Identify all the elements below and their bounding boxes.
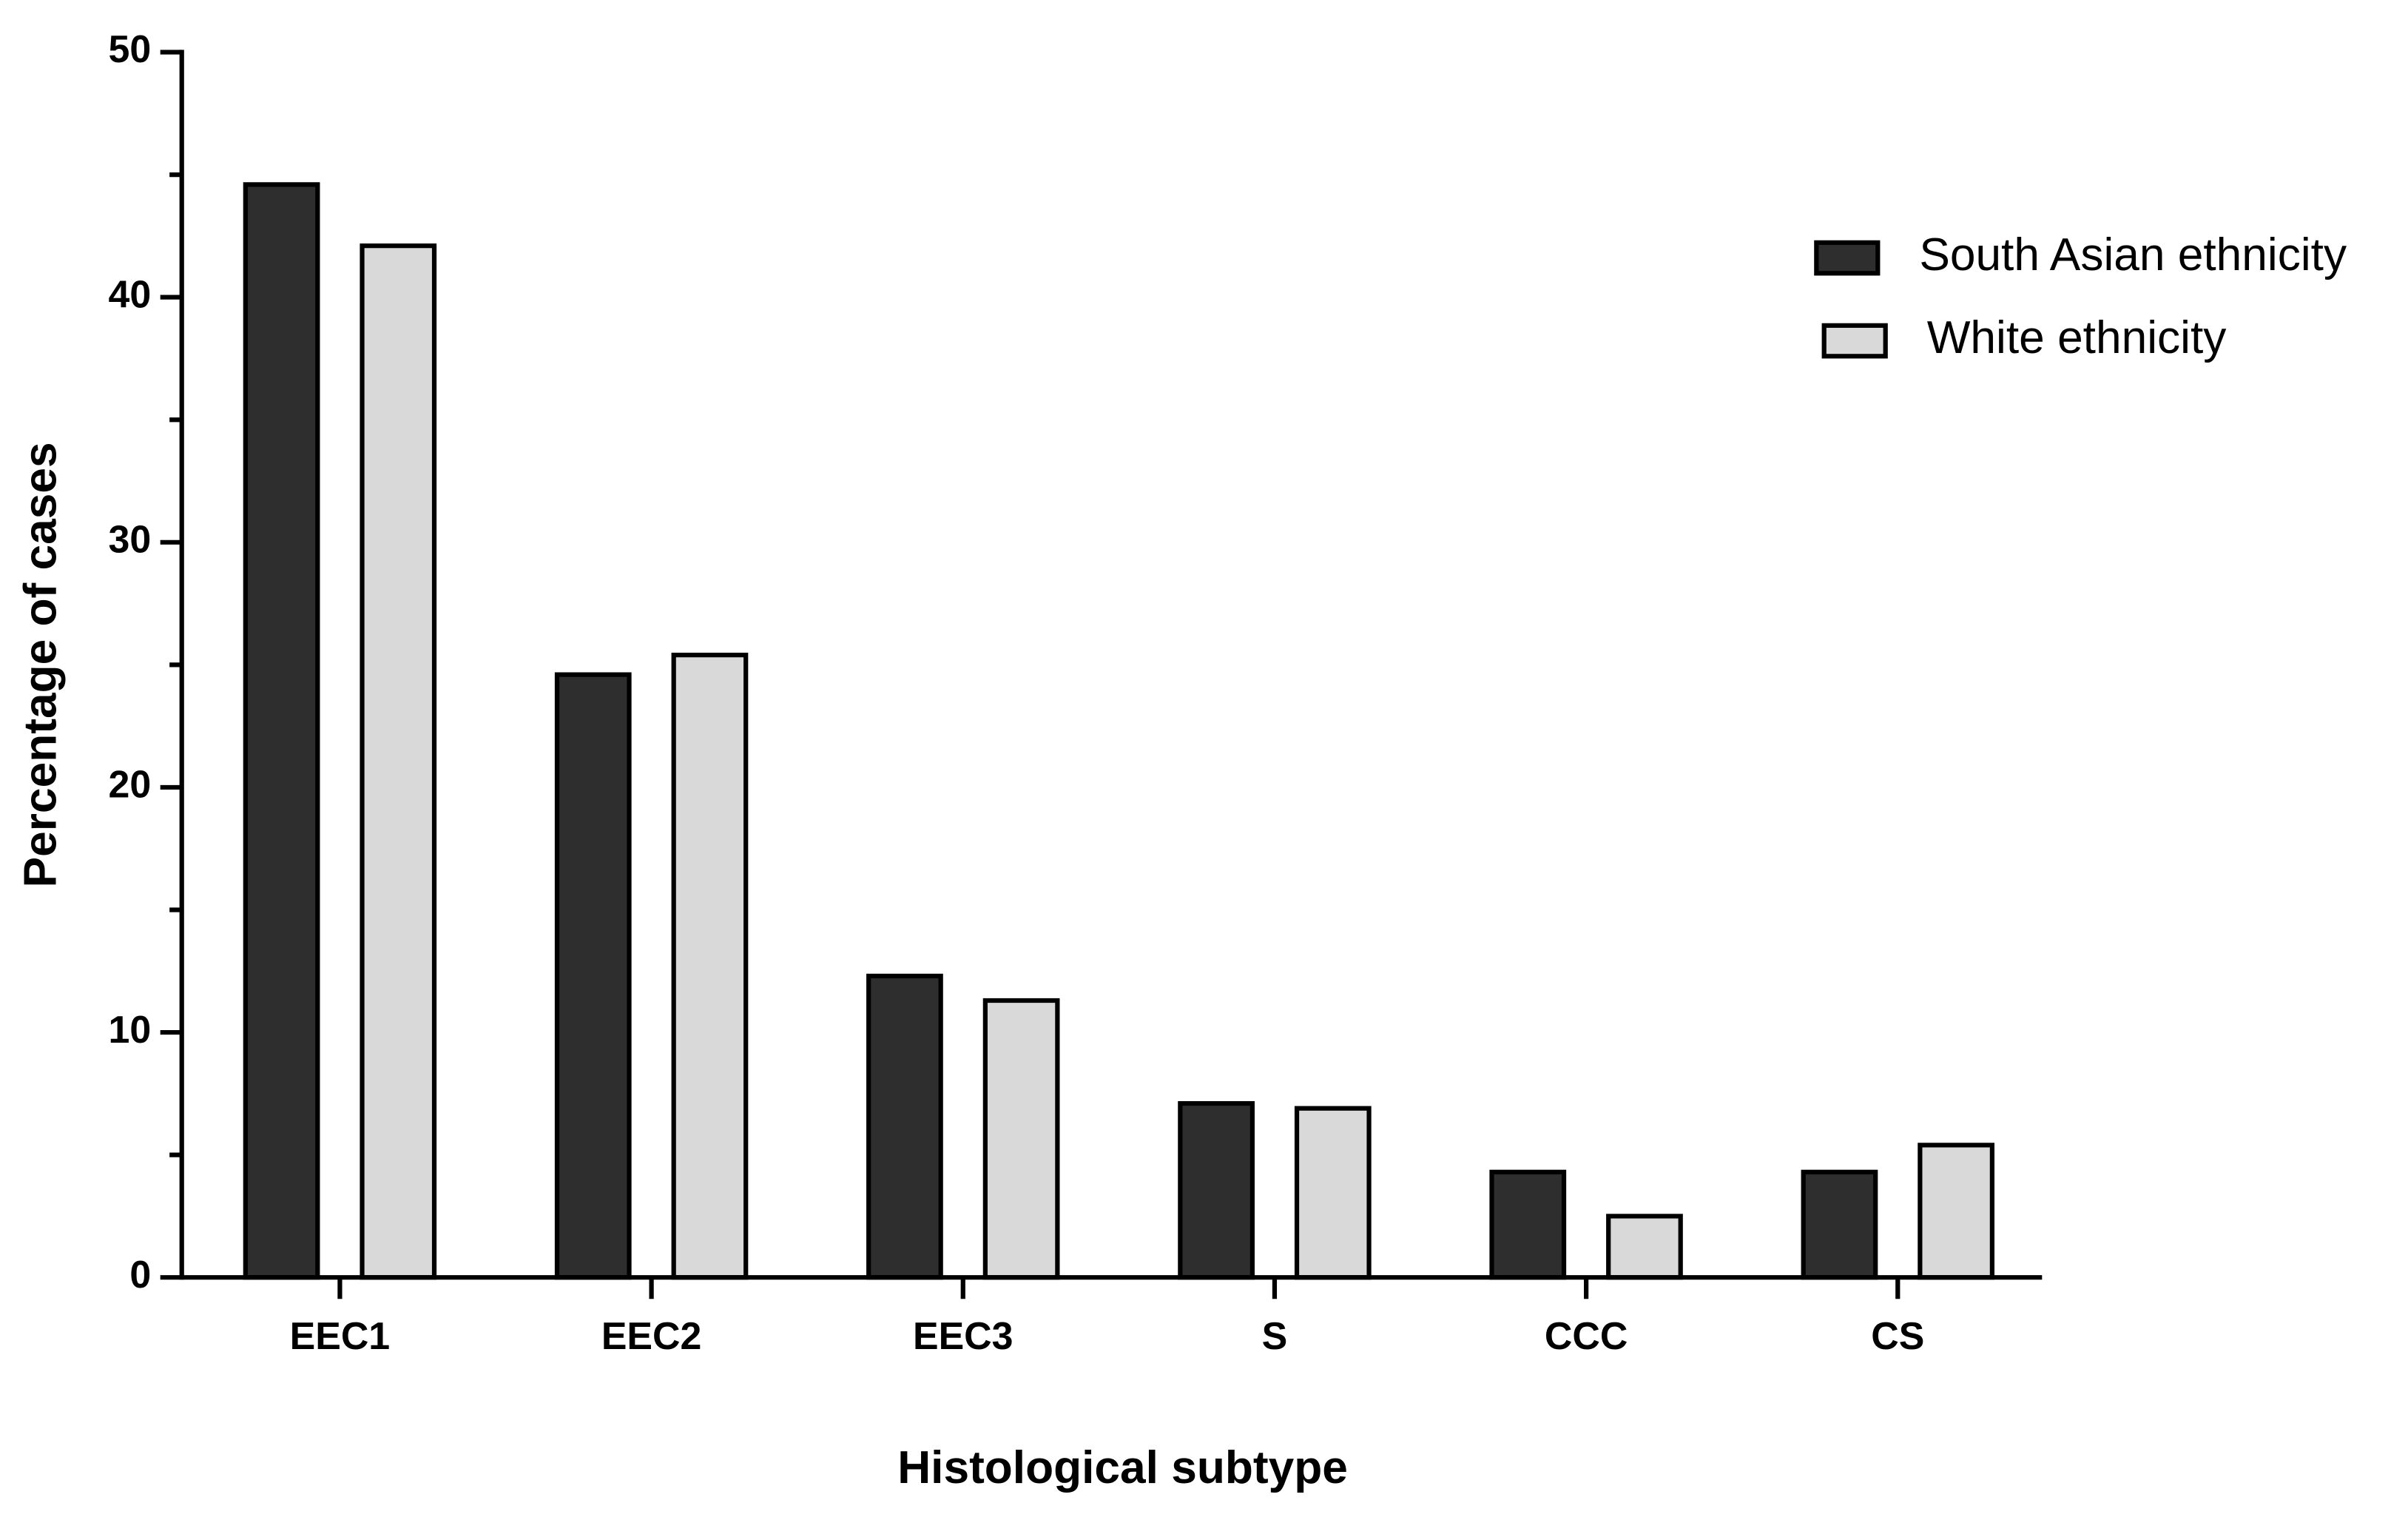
bar — [1489, 1169, 1567, 1280]
x-tick-label: EEC1 — [290, 1314, 390, 1357]
bar — [866, 973, 943, 1280]
bar — [1606, 1214, 1683, 1280]
y-axis-title: Percentage of cases — [15, 442, 66, 887]
bar — [360, 243, 437, 1280]
bar — [1294, 1106, 1372, 1280]
y-tick-label: 50 — [109, 27, 152, 70]
legend-swatch — [1821, 323, 1888, 359]
bar — [671, 653, 749, 1280]
x-tick-label: S — [1262, 1314, 1288, 1357]
y-tick-label: 20 — [109, 763, 152, 806]
bar — [1801, 1169, 1878, 1280]
bar — [1178, 1100, 1255, 1280]
y-tick-label: 30 — [109, 518, 152, 561]
legend-swatch — [1814, 240, 1881, 276]
x-axis-title: Histological subtype — [897, 1442, 1348, 1493]
legend-label: White ethnicity — [1927, 312, 2227, 363]
bar — [243, 182, 320, 1280]
legend-label: South Asian ethnicity — [1919, 229, 2347, 280]
y-tick-label: 40 — [109, 272, 152, 315]
bar — [982, 998, 1060, 1280]
x-tick-label: CCC — [1545, 1314, 1628, 1357]
bar — [554, 672, 632, 1280]
y-tick-label: 0 — [129, 1253, 151, 1296]
x-tick-label: CS — [1871, 1314, 1924, 1357]
y-tick-label: 10 — [109, 1008, 152, 1051]
bar — [1918, 1143, 1994, 1280]
x-tick-label: EEC2 — [601, 1314, 701, 1357]
x-tick-label: EEC3 — [913, 1314, 1013, 1357]
